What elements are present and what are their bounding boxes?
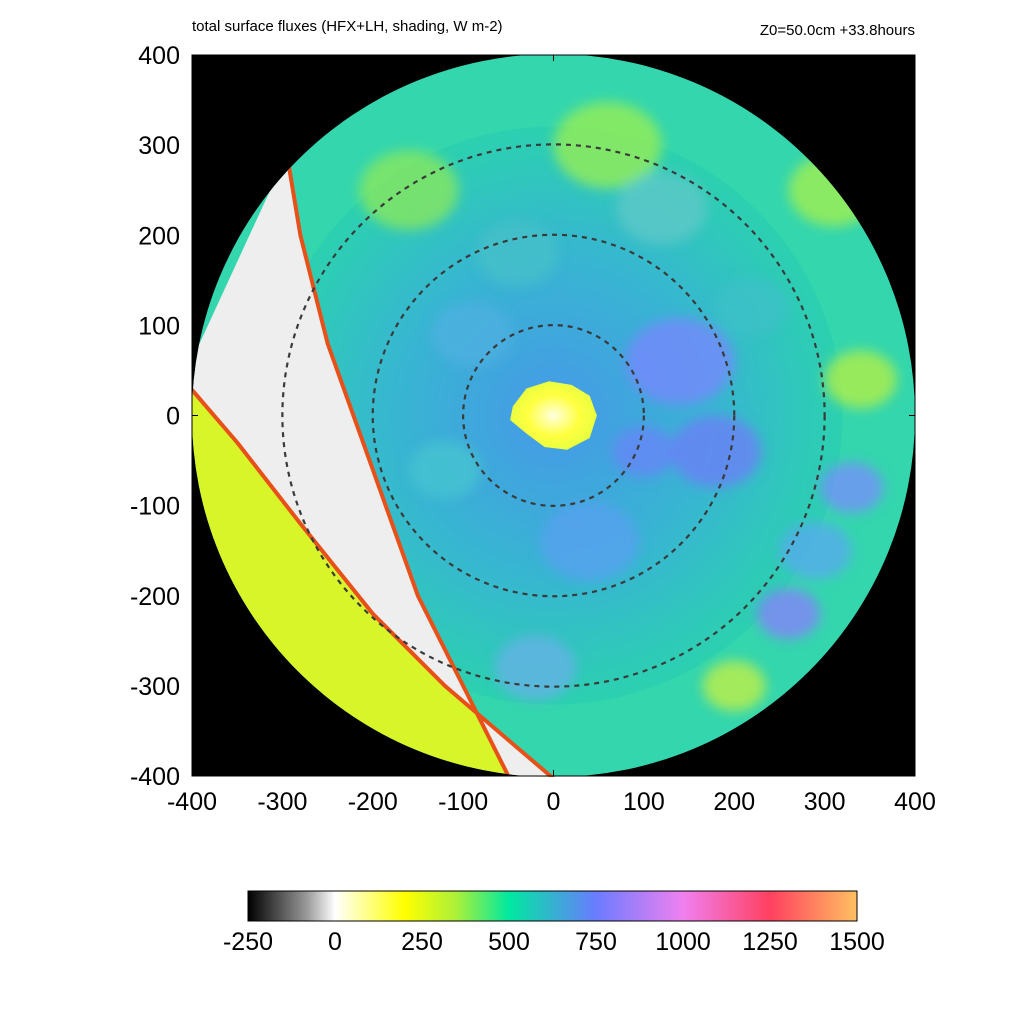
y-tick-label: 200 bbox=[138, 222, 180, 250]
colorbar-tick-label: -250 bbox=[223, 928, 273, 956]
field-patch bbox=[539, 501, 640, 582]
colorbar-bar bbox=[247, 890, 858, 922]
field-patch bbox=[625, 318, 735, 405]
field-patch bbox=[702, 660, 766, 712]
range-ring-100 bbox=[462, 324, 645, 507]
colorbar-tick-label: 1250 bbox=[742, 928, 798, 956]
x-tick-label: -400 bbox=[167, 788, 217, 816]
y-tick-label: 0 bbox=[166, 403, 180, 431]
field-patch bbox=[431, 301, 513, 367]
x-tick-label: 100 bbox=[623, 788, 665, 816]
colorbar-tick-label: 1000 bbox=[655, 928, 711, 956]
field-patch bbox=[779, 521, 852, 580]
colorbar-tick-label: 750 bbox=[575, 928, 617, 956]
range-ring-300 bbox=[281, 143, 826, 688]
y-tick-label: 300 bbox=[138, 132, 180, 160]
field-patch bbox=[359, 150, 459, 230]
x-tick-label: -100 bbox=[438, 788, 488, 816]
y-tick-label: 400 bbox=[138, 42, 180, 70]
eye-region bbox=[510, 381, 597, 450]
field-patch bbox=[670, 415, 762, 488]
field-patch bbox=[612, 426, 676, 477]
field-patch bbox=[494, 635, 577, 701]
y-tick-label: -100 bbox=[130, 493, 180, 521]
field-patch bbox=[756, 588, 821, 640]
x-tick-label: -300 bbox=[257, 788, 307, 816]
range-ring-200 bbox=[371, 233, 736, 598]
colorbar-ticks: -250 0 250 500 750 1000 1250 1500 bbox=[223, 928, 885, 956]
colorbar-tick-label: 0 bbox=[328, 928, 342, 956]
field-patch bbox=[716, 278, 789, 337]
x-axis: -400 -300 -200 -100 0 100 200 300 400 bbox=[167, 55, 936, 816]
range-rings bbox=[281, 143, 826, 688]
field-patch bbox=[820, 462, 884, 513]
y-tick-label: -200 bbox=[130, 583, 180, 611]
field-patch bbox=[553, 101, 662, 189]
colorbar-tick-label: 250 bbox=[401, 928, 443, 956]
y-axis: 400 300 200 100 0 -100 -200 -300 -400 bbox=[130, 42, 915, 791]
colorbar: -250 0 250 500 750 1000 1250 1500 bbox=[223, 890, 885, 956]
field-patch bbox=[616, 172, 708, 245]
field-land-strip bbox=[192, 154, 572, 777]
y-tick-label: -400 bbox=[130, 763, 180, 791]
x-tick-label: 0 bbox=[547, 788, 561, 816]
colorbar-tick-label: 1500 bbox=[829, 928, 885, 956]
y-tick-label: 100 bbox=[138, 312, 180, 340]
field-patches bbox=[359, 101, 897, 712]
field-patch bbox=[824, 350, 897, 409]
x-tick-label: 300 bbox=[804, 788, 846, 816]
coast-line-west bbox=[192, 378, 573, 777]
field-patch bbox=[476, 220, 559, 286]
field-patch bbox=[408, 440, 482, 499]
x-tick-label: 400 bbox=[894, 788, 936, 816]
coast-line-east bbox=[284, 153, 520, 777]
chart-subtitle: Z0=50.0cm +33.8hours bbox=[759, 22, 915, 39]
x-tick-label: 200 bbox=[713, 788, 755, 816]
y-tick-label: -300 bbox=[130, 673, 180, 701]
chart-title: total surface fluxes (HFX+LH, shading, W… bbox=[192, 18, 503, 35]
x-tick-label: -200 bbox=[348, 788, 398, 816]
colorbar-tick-label: 500 bbox=[488, 928, 530, 956]
